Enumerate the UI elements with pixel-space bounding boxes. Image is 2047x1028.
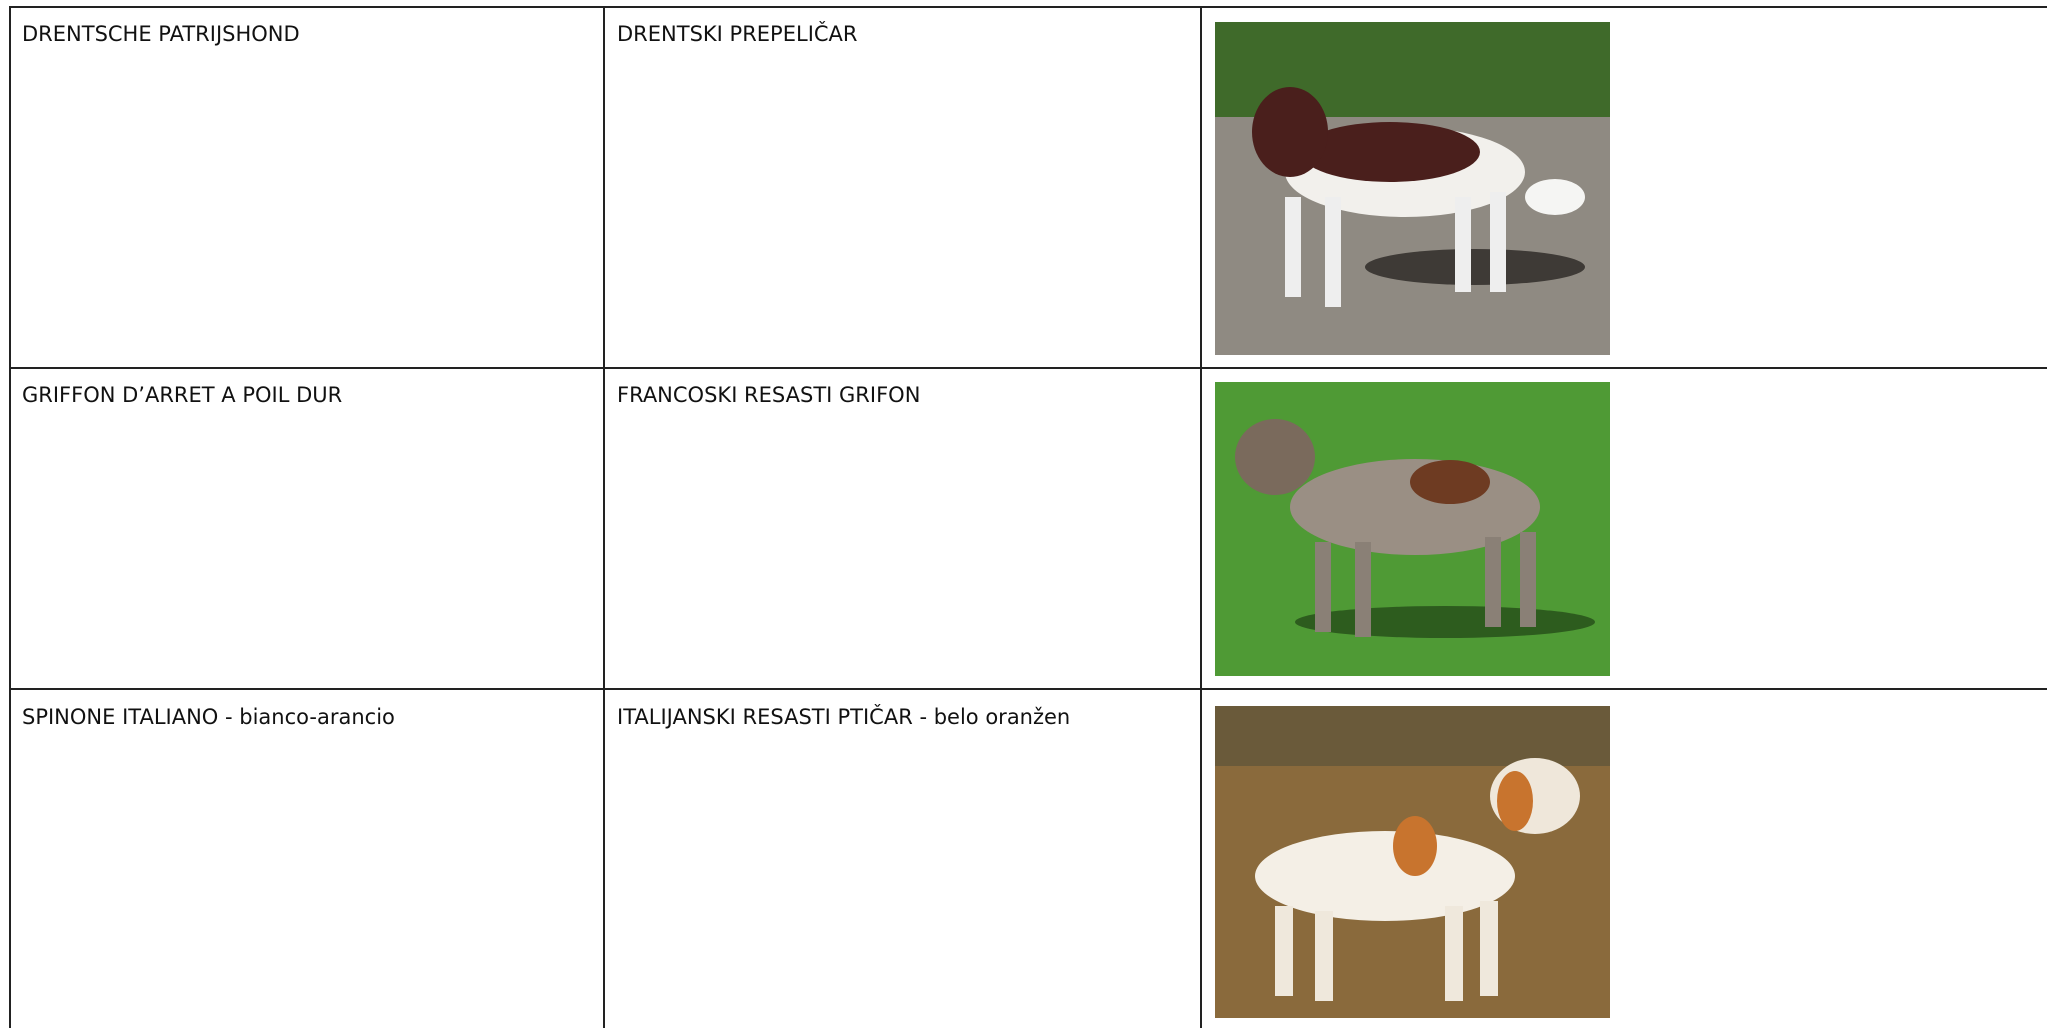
dog-photo <box>1215 706 1610 1018</box>
breed-translated: ITALIJANSKI RESASTI PTIČAR - belo oranže… <box>617 705 1071 729</box>
table-border <box>9 6 2047 8</box>
table-border <box>603 6 605 1028</box>
breed-translated: FRANCOSKI RESASTI GRIFON <box>617 383 921 407</box>
table-border <box>9 688 2047 690</box>
table-border <box>9 367 2047 369</box>
breed-original: DRENTSCHE PATRIJSHOND <box>22 22 300 46</box>
table-border <box>9 6 11 1028</box>
breed-original: SPINONE ITALIANO - bianco-arancio <box>22 705 395 729</box>
breed-translated: DRENTSKI PREPELIČAR <box>617 22 858 46</box>
breed-original: GRIFFON D’ARRET A POIL DUR <box>22 383 343 407</box>
table-border <box>1200 6 1202 1028</box>
dog-photo <box>1215 382 1610 676</box>
dog-photo <box>1215 22 1610 355</box>
